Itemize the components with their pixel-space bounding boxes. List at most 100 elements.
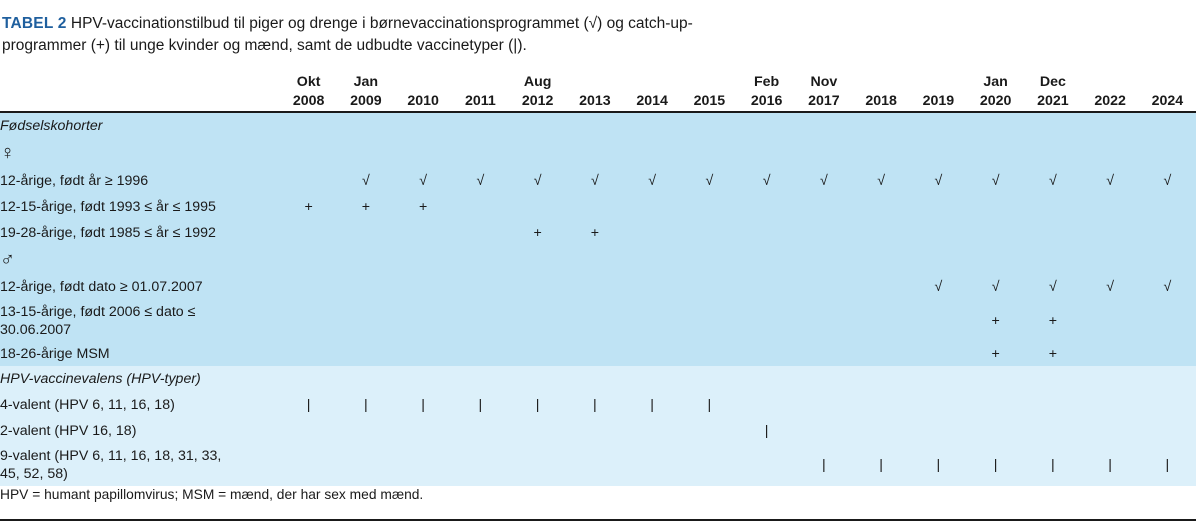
column-year: 2009 xyxy=(350,93,382,109)
column-month xyxy=(624,73,681,92)
row-label: HPV-vaccinevalens (HPV-typer) xyxy=(0,366,280,392)
table-cell xyxy=(795,274,853,300)
table-cell: + xyxy=(967,300,1025,342)
table-cell xyxy=(623,246,681,274)
table-row: 4-valent (HPV 6, 11, 16, 18) | | | | | | | | xyxy=(0,392,1196,418)
table-cell xyxy=(738,138,796,168)
column-year: 2018 xyxy=(865,93,897,109)
table-cell xyxy=(1024,246,1082,274)
table-cell xyxy=(509,194,567,220)
table-cell xyxy=(738,342,796,366)
table-cell xyxy=(623,138,681,168)
table-cell xyxy=(280,444,338,486)
table-cell xyxy=(509,300,567,342)
gender-symbol: ♂ xyxy=(0,246,280,274)
table-cell xyxy=(738,112,796,138)
table-cell xyxy=(967,112,1025,138)
table-cell: √ xyxy=(1081,274,1139,300)
table-cell: √ xyxy=(1024,274,1082,300)
table-cell xyxy=(795,220,853,246)
table-cell: | xyxy=(623,392,681,418)
table-cell xyxy=(852,274,910,300)
table-cell xyxy=(1081,366,1139,392)
table-cell: | xyxy=(394,392,452,418)
table-cell xyxy=(566,444,624,486)
table-cell xyxy=(280,168,338,194)
table-cell xyxy=(394,220,452,246)
column-year: 2012 xyxy=(521,93,554,109)
table-cell xyxy=(680,112,738,138)
footnote: HPV = humant papillomvirus; MSM = mænd, … xyxy=(0,487,424,502)
table-cell: | xyxy=(1081,444,1139,486)
column-year: 2024 xyxy=(1151,93,1184,109)
column-header: 2015 xyxy=(681,70,738,112)
table-cell xyxy=(623,194,681,220)
table-cell xyxy=(451,220,509,246)
table-cell xyxy=(795,194,853,220)
table-cell xyxy=(967,418,1025,444)
bottom-rule xyxy=(0,519,1196,521)
column-month: Feb xyxy=(754,74,780,90)
table-cell xyxy=(566,194,624,220)
column-header: Dec 2021 xyxy=(1024,70,1081,112)
table-cell: √ xyxy=(509,168,567,194)
table-cell xyxy=(509,246,567,274)
table-cell xyxy=(394,418,452,444)
table-cell xyxy=(1138,366,1196,392)
table-cell xyxy=(1081,342,1139,366)
row-label: Fødselskohorter xyxy=(0,112,280,138)
table-cell xyxy=(280,366,338,392)
row-label: 12-årige, født år ≥ 1996 xyxy=(0,168,280,194)
table-cell xyxy=(967,138,1025,168)
table-cell xyxy=(280,220,338,246)
table-cell xyxy=(738,444,796,486)
table-cell: + xyxy=(337,194,395,220)
column-year: 2014 xyxy=(636,93,668,109)
table-cell xyxy=(280,246,338,274)
column-year: 2021 xyxy=(1037,93,1069,109)
column-month xyxy=(853,73,910,92)
table-cell: | xyxy=(1024,444,1082,486)
table-cell xyxy=(1138,418,1196,444)
table-cell xyxy=(909,194,967,220)
table-cell xyxy=(680,138,738,168)
table-cell xyxy=(680,444,738,486)
column-month: Okt xyxy=(296,74,321,90)
table-cell: | xyxy=(738,418,796,444)
table-cell xyxy=(909,220,967,246)
table-cell xyxy=(680,246,738,274)
table-cell xyxy=(1081,246,1139,274)
table-cell xyxy=(623,444,681,486)
table-cell xyxy=(394,366,452,392)
table-cell xyxy=(795,366,853,392)
table-cell: | xyxy=(509,392,567,418)
table-cell xyxy=(566,274,624,300)
table-cell xyxy=(1024,194,1082,220)
row-label: 4-valent (HPV 6, 11, 16, 18) xyxy=(0,392,280,418)
table-cell xyxy=(1024,418,1082,444)
table-cell xyxy=(852,138,910,168)
table-cell xyxy=(1081,138,1139,168)
table-cell xyxy=(967,366,1025,392)
table-cell xyxy=(623,366,681,392)
table-cell xyxy=(680,300,738,342)
column-year: 2019 xyxy=(922,93,955,109)
table-cell xyxy=(509,444,567,486)
table-cell xyxy=(280,274,338,300)
column-month: Jan xyxy=(353,74,379,90)
table-cell xyxy=(680,220,738,246)
header-label-cell xyxy=(0,70,280,112)
table-cell xyxy=(1024,112,1082,138)
table-cell xyxy=(623,342,681,366)
table-cell xyxy=(1081,392,1139,418)
table-cell xyxy=(909,392,967,418)
table-cell xyxy=(566,366,624,392)
table-cell xyxy=(394,246,452,274)
table-cell xyxy=(967,194,1025,220)
table-cell xyxy=(967,246,1025,274)
table-cell xyxy=(394,274,452,300)
table-cell xyxy=(852,194,910,220)
table-cell xyxy=(738,246,796,274)
table-cell: √ xyxy=(738,168,796,194)
table-cell: | xyxy=(852,444,910,486)
